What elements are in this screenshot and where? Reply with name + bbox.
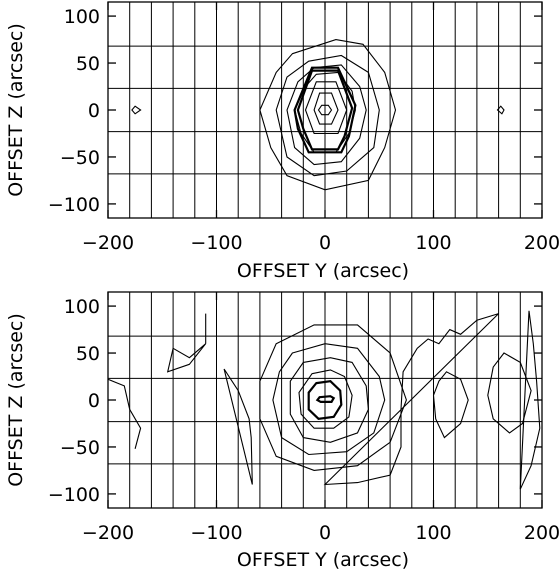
x-tick-label: −200 <box>82 522 134 544</box>
contour-line <box>293 66 357 154</box>
y-axis-label: OFFSET Z (arcsec) <box>5 23 27 197</box>
grid <box>108 2 542 218</box>
contour-line <box>275 54 380 177</box>
contour-line <box>317 104 333 116</box>
axis-ticks: −200 −100 0 100 200 100 50 0 −50 −100 <box>48 292 560 544</box>
contour-line <box>107 378 142 449</box>
contour-line <box>307 380 343 420</box>
y-tick-label: −50 <box>60 147 100 169</box>
contour-panel-2: −200 −100 0 100 200 100 50 0 −50 −100 OFFSET Y (ar… <box>5 291 560 571</box>
contour-line <box>323 313 499 486</box>
y-tick-label: 100 <box>64 296 100 318</box>
y-tick-label: −100 <box>48 484 100 506</box>
contour-panel-1: −200 −100 0 100 200 100 50 0 −50 −100 OFFSET Y (ar… <box>5 1 560 282</box>
contour-line <box>289 357 369 443</box>
contours <box>131 39 505 191</box>
contour-line <box>313 92 339 125</box>
x-tick-label: −100 <box>190 232 242 254</box>
x-tick-label: 200 <box>524 522 560 544</box>
x-axis-label: OFFSET Y (arcsec) <box>237 549 409 571</box>
contour-line <box>131 105 142 115</box>
y-tick-label: 50 <box>76 343 100 365</box>
x-axis-label: OFFSET Y (arcsec) <box>237 260 409 282</box>
y-axis-label: OFFSET Z (arcsec) <box>5 313 27 487</box>
contour-line <box>259 39 397 191</box>
y-tick-label: 0 <box>88 390 100 412</box>
contours <box>107 310 541 490</box>
contour-line <box>304 81 348 135</box>
x-tick-label: 100 <box>415 232 451 254</box>
contour-line <box>487 352 532 434</box>
y-tick-label: 50 <box>76 53 100 75</box>
x-tick-label: −100 <box>190 522 242 544</box>
contour-line <box>272 343 386 456</box>
x-tick-label: 100 <box>415 522 451 544</box>
contour-line <box>223 368 253 485</box>
contour-line <box>286 64 367 166</box>
contour-line <box>296 69 354 151</box>
x-tick-label: 200 <box>524 232 560 254</box>
contour-line <box>315 395 336 403</box>
y-tick-label: −100 <box>48 194 100 216</box>
y-tick-label: 100 <box>64 6 100 28</box>
y-tick-label: −50 <box>60 437 100 459</box>
x-tick-label: −200 <box>82 232 134 254</box>
contour-line <box>259 324 407 471</box>
contour-line <box>432 371 469 439</box>
contour-line <box>496 105 505 115</box>
axis-ticks: −200 −100 0 100 200 100 50 0 −50 −100 <box>48 2 560 254</box>
x-tick-label: 0 <box>319 522 331 544</box>
contour-line <box>519 310 541 490</box>
x-tick-label: 0 <box>319 232 331 254</box>
y-tick-label: 0 <box>88 100 100 122</box>
contour-line <box>298 369 353 429</box>
